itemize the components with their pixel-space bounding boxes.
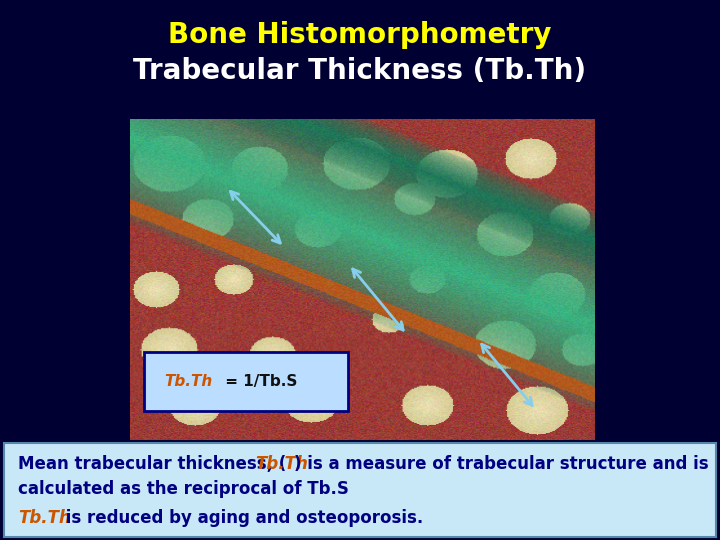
Text: calculated as the reciprocal of Tb.S: calculated as the reciprocal of Tb.S bbox=[18, 480, 349, 498]
Text: Mean trabecular thickness, (: Mean trabecular thickness, ( bbox=[18, 455, 287, 474]
Text: Tb.Th: Tb.Th bbox=[255, 455, 307, 474]
Text: is reduced by aging and osteoporosis.: is reduced by aging and osteoporosis. bbox=[60, 509, 423, 528]
FancyBboxPatch shape bbox=[4, 443, 716, 537]
Text: Tb.Th: Tb.Th bbox=[164, 374, 212, 389]
Text: Bone Histomorphometry: Bone Histomorphometry bbox=[168, 21, 552, 49]
Text: ) is a measure of trabecular structure and is: ) is a measure of trabecular structure a… bbox=[294, 455, 708, 474]
Text: Tb.Th: Tb.Th bbox=[18, 509, 71, 528]
Text: = 1/Tb.S: = 1/Tb.S bbox=[220, 374, 297, 389]
Text: Trabecular Thickness (Tb.Th): Trabecular Thickness (Tb.Th) bbox=[133, 57, 587, 85]
FancyBboxPatch shape bbox=[143, 352, 348, 411]
